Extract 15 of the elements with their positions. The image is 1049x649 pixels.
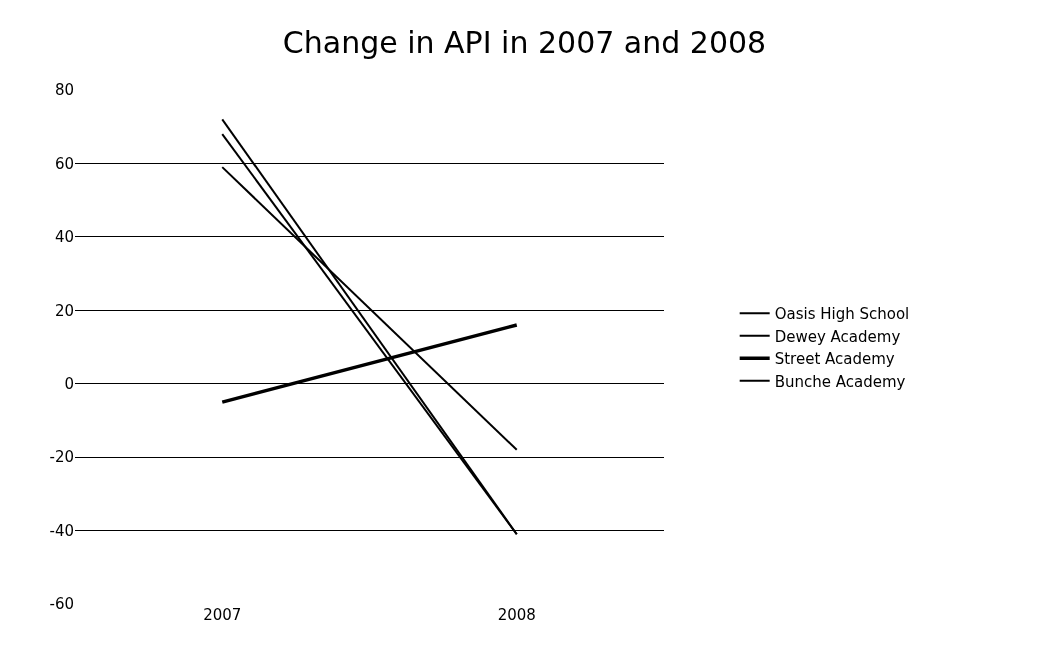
legend-label: Oasis High School xyxy=(774,305,910,324)
y-tick-label: 20 xyxy=(54,301,74,320)
legend-label: Bunche Academy xyxy=(774,372,906,391)
legend-label: Street Academy xyxy=(774,350,895,369)
y-tick-label: 80 xyxy=(54,81,74,100)
x-tick-label: 2007 xyxy=(203,606,242,624)
chart-title: Change in API in 2007 and 2008 xyxy=(282,25,767,61)
y-tick-label: 0 xyxy=(64,374,74,393)
legend-label: Dewey Academy xyxy=(774,327,901,346)
y-tick-label: -60 xyxy=(49,595,74,614)
y-tick-label: -40 xyxy=(49,521,74,540)
y-tick-label: 40 xyxy=(54,228,74,247)
y-tick-label: -20 xyxy=(49,448,74,467)
y-tick-label: 60 xyxy=(54,154,74,173)
x-tick-label: 2008 xyxy=(497,606,536,624)
